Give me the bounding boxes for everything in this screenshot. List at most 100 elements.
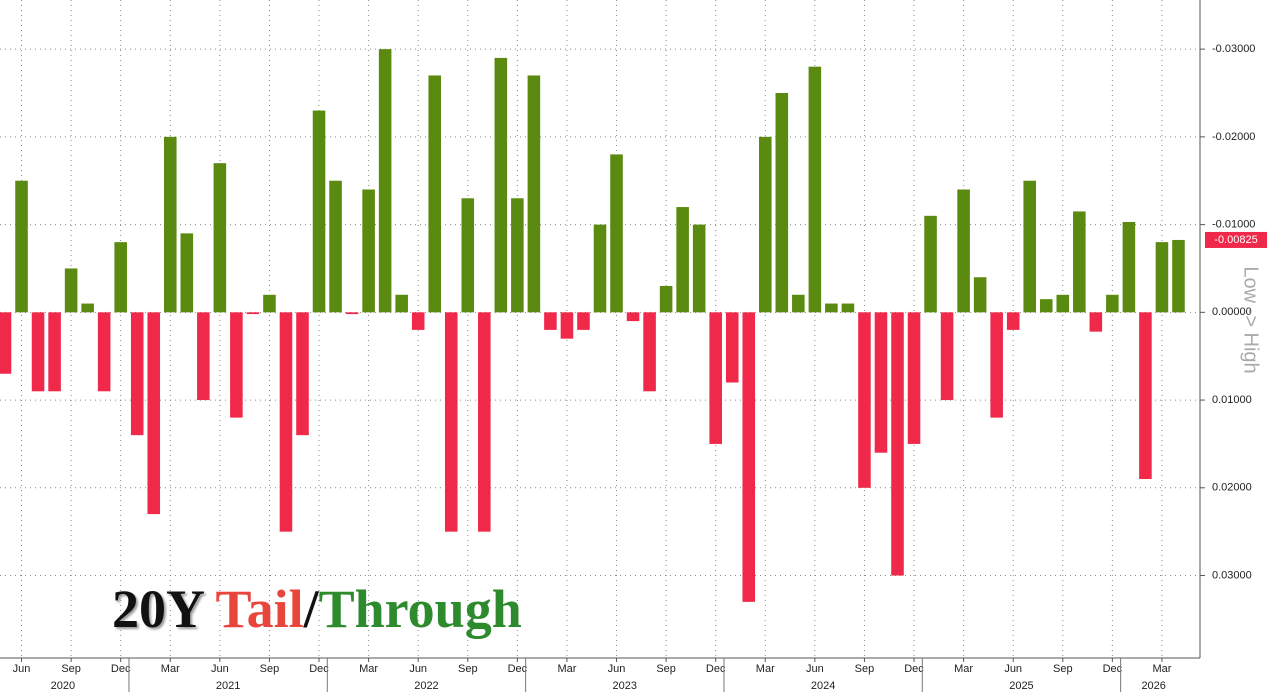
bar — [973, 277, 987, 313]
bar — [345, 312, 359, 315]
bar — [940, 312, 954, 401]
x-tick-label: Sep — [260, 663, 280, 675]
bar — [1089, 312, 1103, 332]
x-tick-label: Dec — [309, 663, 329, 675]
bar — [395, 294, 408, 313]
bar — [296, 312, 309, 436]
bar — [643, 312, 656, 392]
bar — [907, 312, 921, 444]
y-axis-label: Low -> High — [1240, 266, 1262, 373]
x-tick-label: Jun — [211, 663, 229, 675]
x-tick-label: Mar — [359, 663, 378, 675]
x-tick-label: Dec — [111, 663, 131, 675]
title-part: Through — [319, 579, 522, 639]
bar — [48, 312, 61, 392]
bar — [478, 312, 491, 532]
bar — [130, 312, 144, 436]
x-tick-label: Dec — [706, 663, 726, 675]
x-tick-label: Mar — [954, 663, 973, 675]
bar — [841, 303, 855, 313]
bar — [147, 312, 161, 515]
bar — [990, 312, 1003, 418]
year-label: 2026 — [1141, 680, 1165, 692]
bar — [692, 224, 706, 313]
y-tick-label: 0.03000 — [1212, 569, 1252, 581]
bar — [527, 75, 541, 313]
x-tick-label: Mar — [756, 663, 775, 675]
bar — [15, 180, 28, 313]
last-value-tag — [1205, 231, 1267, 248]
x-tick-label: Sep — [458, 663, 478, 675]
bar — [1122, 221, 1136, 313]
bar — [1006, 312, 1020, 330]
y-tick-label: -0.03000 — [1212, 43, 1255, 55]
bar — [279, 312, 293, 532]
y-tick-label: 0.02000 — [1212, 482, 1252, 494]
bar — [924, 215, 937, 313]
x-tick-label: Jun — [13, 663, 31, 675]
bar — [0, 312, 12, 374]
bar — [725, 312, 739, 383]
bar — [64, 268, 78, 313]
bar — [230, 312, 243, 418]
bar — [163, 136, 177, 313]
bar — [1073, 211, 1086, 313]
bar — [593, 224, 607, 313]
bar — [31, 312, 45, 392]
chart-title: 20Y Tail/Through — [112, 579, 522, 639]
bar — [808, 66, 822, 313]
bar — [758, 136, 772, 313]
x-tick-label: Sep — [1053, 663, 1073, 675]
x-tick-label: Jun — [806, 663, 824, 675]
year-label: 2023 — [613, 680, 637, 692]
year-label: 2022 — [414, 680, 438, 692]
bar — [1155, 242, 1169, 313]
bar — [312, 110, 326, 313]
bar — [444, 312, 458, 532]
bar — [494, 57, 508, 313]
x-tick-label: Dec — [904, 663, 924, 675]
bar — [874, 312, 888, 453]
bar — [1023, 180, 1037, 313]
bar — [825, 303, 838, 313]
bar — [428, 75, 442, 313]
x-tick-label: Sep — [656, 663, 676, 675]
bar — [1039, 299, 1053, 313]
bar — [378, 49, 392, 313]
bar — [659, 286, 673, 313]
x-tick-label: Dec — [1103, 663, 1123, 675]
bar — [1172, 239, 1185, 313]
x-tick-label: Jun — [1004, 663, 1022, 675]
bar — [461, 198, 475, 313]
year-label: 2025 — [1009, 680, 1033, 692]
title-part: Tail — [216, 579, 304, 639]
last-value-label: -0.00825 — [1214, 234, 1257, 246]
bar — [709, 312, 722, 444]
x-tick-label: Jun — [608, 663, 626, 675]
x-tick-label: Mar — [161, 663, 180, 675]
bar — [560, 312, 574, 339]
bar — [362, 189, 375, 313]
year-label: 2020 — [51, 680, 75, 692]
bar — [626, 312, 640, 322]
bar — [957, 189, 970, 313]
x-tick-label: Sep — [61, 663, 81, 675]
x-tick-label: Mar — [1152, 663, 1171, 675]
bar — [742, 312, 756, 602]
bar — [1056, 294, 1070, 313]
y-tick-label: 0.01000 — [1212, 394, 1252, 406]
year-label: 2021 — [216, 680, 240, 692]
y-tick-label: 0.00000 — [1212, 306, 1252, 318]
bar — [544, 312, 557, 330]
bar — [97, 312, 111, 392]
bar — [775, 92, 789, 313]
bar — [197, 312, 210, 401]
bar — [246, 312, 260, 315]
x-tick-label: Mar — [557, 663, 576, 675]
bar — [511, 198, 524, 313]
bar — [891, 312, 904, 576]
year-label: 2024 — [811, 680, 835, 692]
x-tick-label: Dec — [508, 663, 528, 675]
x-tick-label: Jun — [409, 663, 427, 675]
